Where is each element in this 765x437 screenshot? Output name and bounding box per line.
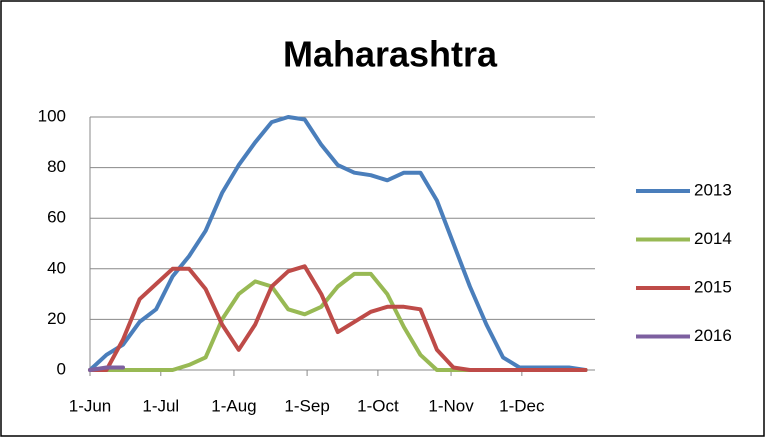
x-tick-label: 1-Nov [428,396,474,415]
y-tick-label: 0 [57,359,66,378]
legend-label: 2014 [694,229,732,248]
x-tick-label: 1-Oct [357,396,399,415]
x-tick-label: 1-Sep [284,396,329,415]
y-tick-label: 100 [38,106,66,125]
series-line [88,365,125,372]
x-tick-label: 1-Aug [211,396,256,415]
y-tick-label: 20 [47,309,66,328]
y-tick-label: 60 [47,208,66,227]
x-tick-label: 1-Jun [69,396,112,415]
x-tick-label: 1-Dec [499,396,545,415]
chart-title: Maharashtra [283,34,498,75]
x-tick-label: 1-Jul [142,396,179,415]
legend-label: 2015 [694,277,732,296]
y-tick-label: 40 [47,258,66,277]
legend-label: 2013 [694,180,732,199]
y-tick-label: 80 [47,157,66,176]
legend-label: 2016 [694,326,732,345]
series-line [88,115,588,372]
series-line [88,264,588,372]
